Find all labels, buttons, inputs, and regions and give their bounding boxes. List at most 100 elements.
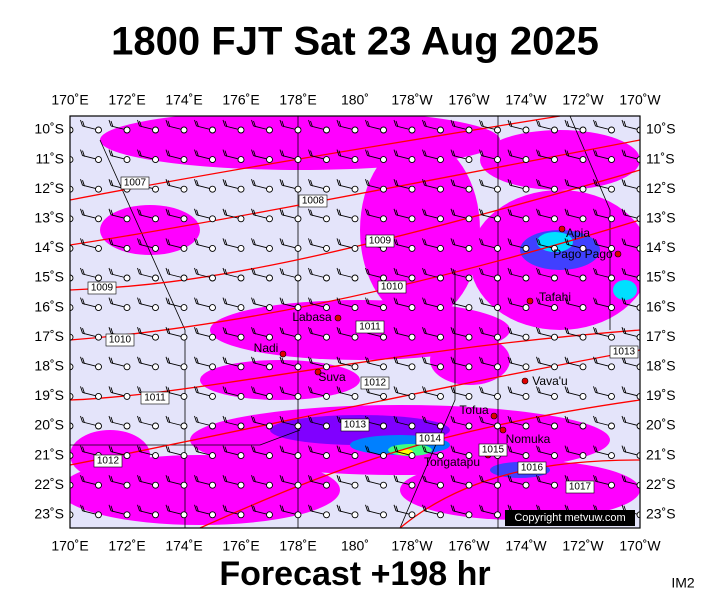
barb-station <box>408 422 416 430</box>
map-field: Apia Pago Pago Tafahi Labasa Nadi Suva Vava'u T… <box>70 116 640 528</box>
isobar-label-box <box>365 234 395 248</box>
barb-station <box>266 481 273 489</box>
barb-station <box>465 392 473 400</box>
barb-station <box>380 304 387 312</box>
barb-station <box>237 392 245 400</box>
barb-station <box>294 156 302 164</box>
isobar-label-box <box>355 320 385 334</box>
barb-station <box>266 392 273 400</box>
barb-station <box>180 215 188 223</box>
barb-station <box>237 304 245 312</box>
isobar-label: 1009 <box>91 283 114 294</box>
barb-station <box>152 304 159 312</box>
barb-station <box>636 422 640 430</box>
barb-station <box>608 126 615 134</box>
lat-label: 16˚S <box>646 298 676 314</box>
lon-label: 174˚E <box>165 538 202 554</box>
barb-station <box>323 481 330 489</box>
barb-station <box>465 363 473 371</box>
barb-station <box>494 363 501 371</box>
barb-station <box>494 333 501 341</box>
barb-station <box>266 422 273 430</box>
isobar-label: 1009 <box>369 236 392 247</box>
barb-station <box>437 304 444 312</box>
barb-station <box>323 215 330 223</box>
barb-station <box>437 333 444 341</box>
barb-station <box>579 156 587 164</box>
barb-station <box>323 304 330 312</box>
barb-station <box>465 185 473 193</box>
barb-station <box>294 392 302 400</box>
barb-station <box>323 244 330 252</box>
lat-label: 21˚S <box>34 446 64 462</box>
place-dot <box>526 297 534 305</box>
barb-station <box>579 185 587 193</box>
barb-station <box>437 422 444 430</box>
barb-station <box>70 333 74 341</box>
lat-label: 18˚S <box>34 358 64 374</box>
barb-station <box>551 452 558 460</box>
barb-station <box>294 363 302 371</box>
barb-station <box>209 511 216 519</box>
lat-label: 13˚S <box>34 210 64 226</box>
barb-station <box>636 244 640 252</box>
barb-station <box>351 244 359 252</box>
lon-label: 178˚W <box>391 92 433 108</box>
barb-station <box>551 156 558 164</box>
lon-label: 180˚ <box>341 92 369 108</box>
copyright-box <box>505 510 635 526</box>
barb-station <box>237 363 245 371</box>
barb-station <box>437 392 444 400</box>
lon-label: 178˚W <box>391 538 433 554</box>
barb-station <box>123 215 131 223</box>
isobar-label: 1011 <box>359 322 381 333</box>
barb-station <box>266 333 273 341</box>
isobar-label: 1013 <box>613 347 636 358</box>
lon-label: 178˚E <box>279 92 316 108</box>
barb-station <box>408 392 416 400</box>
barb-station <box>237 244 245 252</box>
barb-station <box>522 452 530 460</box>
barb-station <box>494 481 501 489</box>
barb-station <box>70 156 74 164</box>
barb-station <box>636 215 640 223</box>
lon-label: 176˚W <box>448 538 490 554</box>
barb-station <box>323 422 330 430</box>
lon-label: 176˚W <box>448 92 490 108</box>
barb-station <box>323 392 330 400</box>
barb-station <box>180 244 188 252</box>
footer: Forecast +198 hr <box>219 555 490 593</box>
isobar-label-box <box>377 280 407 294</box>
isobar-label: 1012 <box>97 456 120 467</box>
place-dot <box>521 377 529 385</box>
barb-station <box>123 244 131 252</box>
place-name: Labasa <box>292 310 332 324</box>
lat-label: 10˚S <box>34 121 64 137</box>
barb-station <box>294 244 302 252</box>
lat-label: 17˚S <box>34 328 64 344</box>
title: 1800 FJT Sat 23 Aug 2025 <box>111 20 599 64</box>
barb-station <box>636 126 640 134</box>
place-name: Tofua <box>459 403 489 417</box>
barb-station <box>95 185 102 193</box>
isobar-label: 1017 <box>569 482 592 493</box>
barb-station <box>351 481 359 489</box>
barb-station <box>351 156 359 164</box>
corner-label: IM2 <box>671 575 695 591</box>
isobar-label-box <box>360 376 390 390</box>
lat-label: 20˚S <box>646 417 676 433</box>
barb-station <box>551 333 558 341</box>
place-dot <box>490 412 498 420</box>
barb-station <box>123 452 131 460</box>
barb-station <box>408 215 416 223</box>
barb-station <box>636 274 640 282</box>
barb-station <box>266 244 273 252</box>
barb-station <box>437 185 444 193</box>
lon-label: 170˚W <box>619 92 661 108</box>
barb-station <box>209 363 216 371</box>
lon-label: 170˚E <box>51 92 88 108</box>
barb-station <box>380 363 387 371</box>
barb-station <box>579 363 587 371</box>
barb-station <box>180 452 188 460</box>
